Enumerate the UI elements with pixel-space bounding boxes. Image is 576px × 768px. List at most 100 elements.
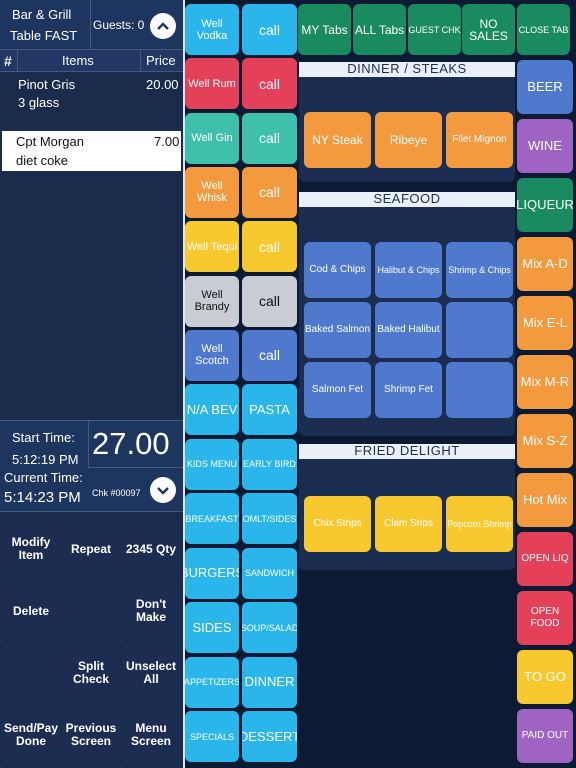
category-omlt-sides-button[interactable]: OMLT/SIDES [242,493,297,544]
totals-box: Start Time: 5:12:19 PM Current Time: 5:1… [0,420,183,512]
menu-item-baked-salmon[interactable]: Baked Salmon [304,302,371,358]
menu-item-filet-mignon[interactable]: Filet Mignon [446,112,513,168]
action-2345-qty-button[interactable]: 2345 Qty [122,520,180,578]
call-well-gin-button[interactable]: call [242,112,297,164]
section-title: SEAFOOD [299,192,515,207]
order-item[interactable]: Pinot Gris 3 glass 20.00 [0,74,183,114]
col-price: Price [146,53,176,68]
category-early-bird-button[interactable]: EARLY BIRD [242,438,297,490]
action-blank-button[interactable] [62,582,120,640]
col-items: Items [62,53,94,68]
category-kids-menu-button[interactable]: KIDS MENU [185,438,239,490]
category-mix-m-r-button[interactable]: Mix M-R [517,355,573,409]
call-well-scotch-button[interactable]: call [242,329,297,381]
category-hot-mix-button[interactable]: Hot Mix [517,473,573,527]
action-delete-button[interactable]: Delete [2,582,60,640]
tab-all-tabs-button[interactable]: ALL Tabs [353,4,406,55]
col-num: # [4,53,12,69]
action-don-t-make-button[interactable]: Don't Make [122,582,180,640]
well-well-vodka-button[interactable]: Well Vodka [185,4,239,55]
well-well-whisk-button[interactable]: Well Whisk [185,166,239,218]
section-title: FRIED DELIGHT [299,444,515,459]
category-open-food-button[interactable]: OPEN FOOD [517,591,573,645]
tab-no-sales-button[interactable]: NO SALES [462,4,515,55]
current-time-label: Current Time: [4,470,83,485]
tab-guest-chk-button[interactable]: GUEST CHK [408,4,461,55]
menu-item-blank[interactable] [446,302,513,358]
call-well-tequi-button[interactable]: call [242,221,297,273]
category-to-go-button[interactable]: TO GO [517,650,573,704]
panel-divider [183,0,185,768]
well-well-scotch-button[interactable]: Well Scotch [185,329,239,381]
order-total: 27.00 [92,426,170,461]
call-well-rum-button[interactable]: call [242,58,297,110]
location-name: Bar & Grill [12,7,72,22]
category-mix-e-l-button[interactable]: Mix E-L [517,296,573,350]
category-dinner-button[interactable]: DINNER [242,656,297,708]
action-blank-button[interactable] [2,644,60,702]
item-name: Cpt Morgan [16,134,84,149]
order-panel: Bar & Grill Table FAST Guests: 0 # Items… [0,0,183,768]
check-number: Chk #00097 [92,488,141,498]
tab-my-tabs-button[interactable]: MY Tabs [298,4,351,55]
action-unselect-all-button[interactable]: Unselect All [122,644,180,702]
item-name: Pinot Gris [18,77,76,92]
well-well-tequi-button[interactable]: Well Tequi [185,221,239,273]
well-well-rum-button[interactable]: Well Rum [185,58,239,110]
category-beer-button[interactable]: BEER [517,60,573,114]
section-title: DINNER / STEAKS [299,62,515,77]
start-time: 5:12:19 PM [12,452,79,467]
chevron-up-icon[interactable] [150,13,176,39]
call-well-vodka-button[interactable]: call [242,4,297,55]
category-open-liq-button[interactable]: OPEN LIQ [517,532,573,586]
item-price: 20.00 [146,77,179,92]
order-item-selected[interactable]: Cpt Morgan diet coke 7.00 [2,131,181,171]
category-mix-a-d-button[interactable]: Mix A-D [517,237,573,291]
category-paid-out-button[interactable]: PAID OUT [517,709,573,763]
item-modifier: diet coke [16,153,69,168]
menu-item-clam-srips[interactable]: Clam Srips [375,496,442,552]
menu-item-popcorn-shrimp[interactable]: Popcorn Shrimp [446,496,513,552]
menu-item-shrimp-fet[interactable]: Shrimp Fet [375,362,442,418]
action-modify-item-button[interactable]: Modify Item [2,520,60,578]
action-previous-screen-button[interactable]: Previous Screen [62,706,120,764]
call-well-whisk-button[interactable]: call [242,166,297,218]
tab-close-tab-button[interactable]: CLOSE TAB [517,4,570,55]
action-split-check-button[interactable]: Split Check [62,644,120,702]
action-send-pay-done-button[interactable]: Send/Pay Done [2,706,60,764]
category-sandwich-button[interactable]: SANDWICH [242,547,297,599]
menu-item-cod-chips[interactable]: Cod & Chips [304,242,371,298]
guest-count[interactable]: Guests: 0 [93,18,145,32]
category-dessert-button[interactable]: DESSERT [242,711,297,762]
menu-item-ny-steak[interactable]: NY Steak [304,112,371,168]
start-time-label: Start Time: [12,430,75,445]
menu-item-shrimp-chips[interactable]: Shrimp & Chips [446,242,513,298]
category-pasta-button[interactable]: PASTA [242,384,297,435]
item-price: 7.00 [154,134,180,149]
well-well-gin-button[interactable]: Well Gin [185,112,239,164]
category-wine-button[interactable]: WINE [517,119,573,173]
category-burgers-button[interactable]: BURGERS [185,547,239,599]
menu-item-chix-strips[interactable]: Chix Strips [304,496,371,552]
category-breakfast-button[interactable]: BREAKFAST [185,493,239,544]
well-well-brandy-button[interactable]: Well Brandy [185,275,239,327]
chevron-down-icon[interactable] [150,477,176,503]
item-modifier: 3 glass [18,95,60,110]
menu-item-blank[interactable] [446,362,513,418]
current-time: 5:14:23 PM [4,489,81,506]
category-mix-s-z-button[interactable]: Mix S-Z [517,414,573,468]
action-repeat-button[interactable]: Repeat [62,520,120,578]
category-liqueur-button[interactable]: LIQUEUR [517,178,573,232]
action-menu-screen-button[interactable]: Menu Screen [122,706,180,764]
category-n-a-bev-button[interactable]: N/A BEV [185,384,239,435]
table-name: Table FAST [10,28,78,43]
category-appetizers-button[interactable]: APPETIZERS [185,656,239,708]
category-soup-salad-button[interactable]: SOUP/SALAD [242,602,297,653]
menu-item-baked-halibut[interactable]: Baked Halibut [375,302,442,358]
category-sides-button[interactable]: SIDES [185,602,239,653]
menu-item-halibut-chips[interactable]: Halibut & Chips [375,242,442,298]
category-specials-button[interactable]: SPECIALS [185,711,239,762]
call-well-brandy-button[interactable]: call [242,275,297,327]
menu-item-salmon-fet[interactable]: Salmon Fet [304,362,371,418]
menu-item-ribeye[interactable]: Ribeye [375,112,442,168]
